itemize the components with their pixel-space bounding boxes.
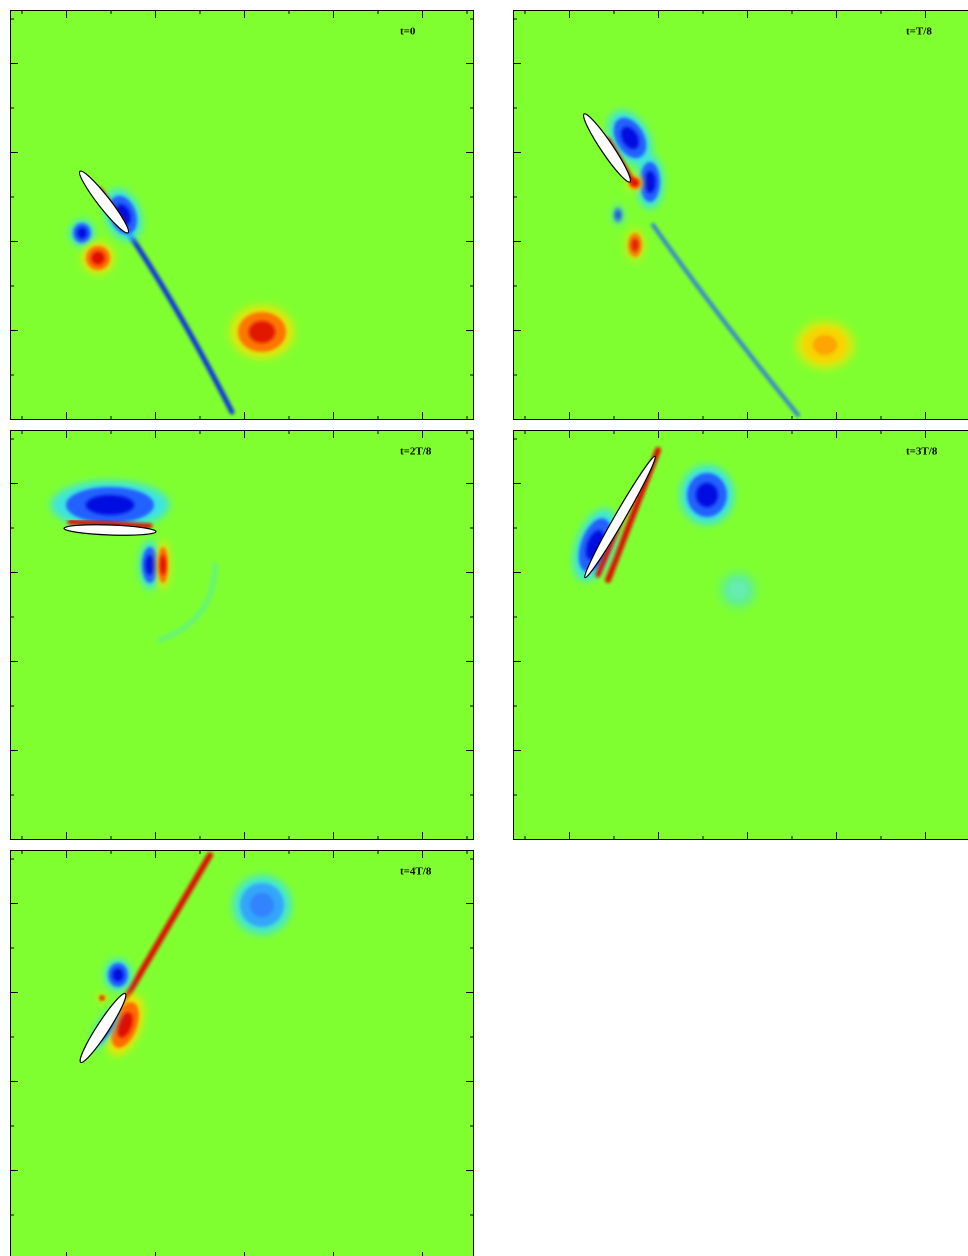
- vortex-core: [631, 238, 639, 251]
- figure: t=0 t=T/8 t=2T/8 t=3T/8 t=4T/8: [0, 0, 968, 1256]
- vortex-core: [249, 321, 275, 343]
- panel: t=3T/8: [513, 430, 968, 840]
- time-label: t=0: [400, 26, 416, 38]
- vortex-core: [146, 555, 155, 575]
- time-label: t=T/8: [906, 26, 932, 38]
- vortex-core: [730, 582, 747, 599]
- vortex-core: [86, 495, 134, 515]
- vortex-core: [645, 171, 656, 193]
- panel: t=4T/8: [10, 850, 474, 1256]
- panel-background: [10, 10, 474, 420]
- panel-background: [513, 10, 968, 420]
- page: t=0t=T/8t=2T/8t=3T/8t=4T/8 (() => { cons…: [0, 0, 968, 1256]
- panel-background: [513, 430, 968, 840]
- vortex-core: [91, 251, 104, 264]
- vortex-core: [113, 968, 124, 981]
- panel: t=2T/8: [10, 430, 474, 840]
- time-label: t=2T/8: [400, 446, 432, 458]
- time-label: t=3T/8: [906, 446, 938, 458]
- panel: t=0: [10, 10, 474, 420]
- vortex-core: [77, 228, 87, 239]
- time-label: t=4T/8: [400, 866, 432, 878]
- vortex-core: [250, 893, 274, 917]
- vortex-core: [696, 483, 718, 507]
- vortex-core: [100, 996, 103, 999]
- vortex-core: [813, 335, 837, 355]
- panel: t=T/8: [513, 10, 968, 420]
- vortex-core: [615, 211, 621, 220]
- vortex-core: [160, 555, 166, 575]
